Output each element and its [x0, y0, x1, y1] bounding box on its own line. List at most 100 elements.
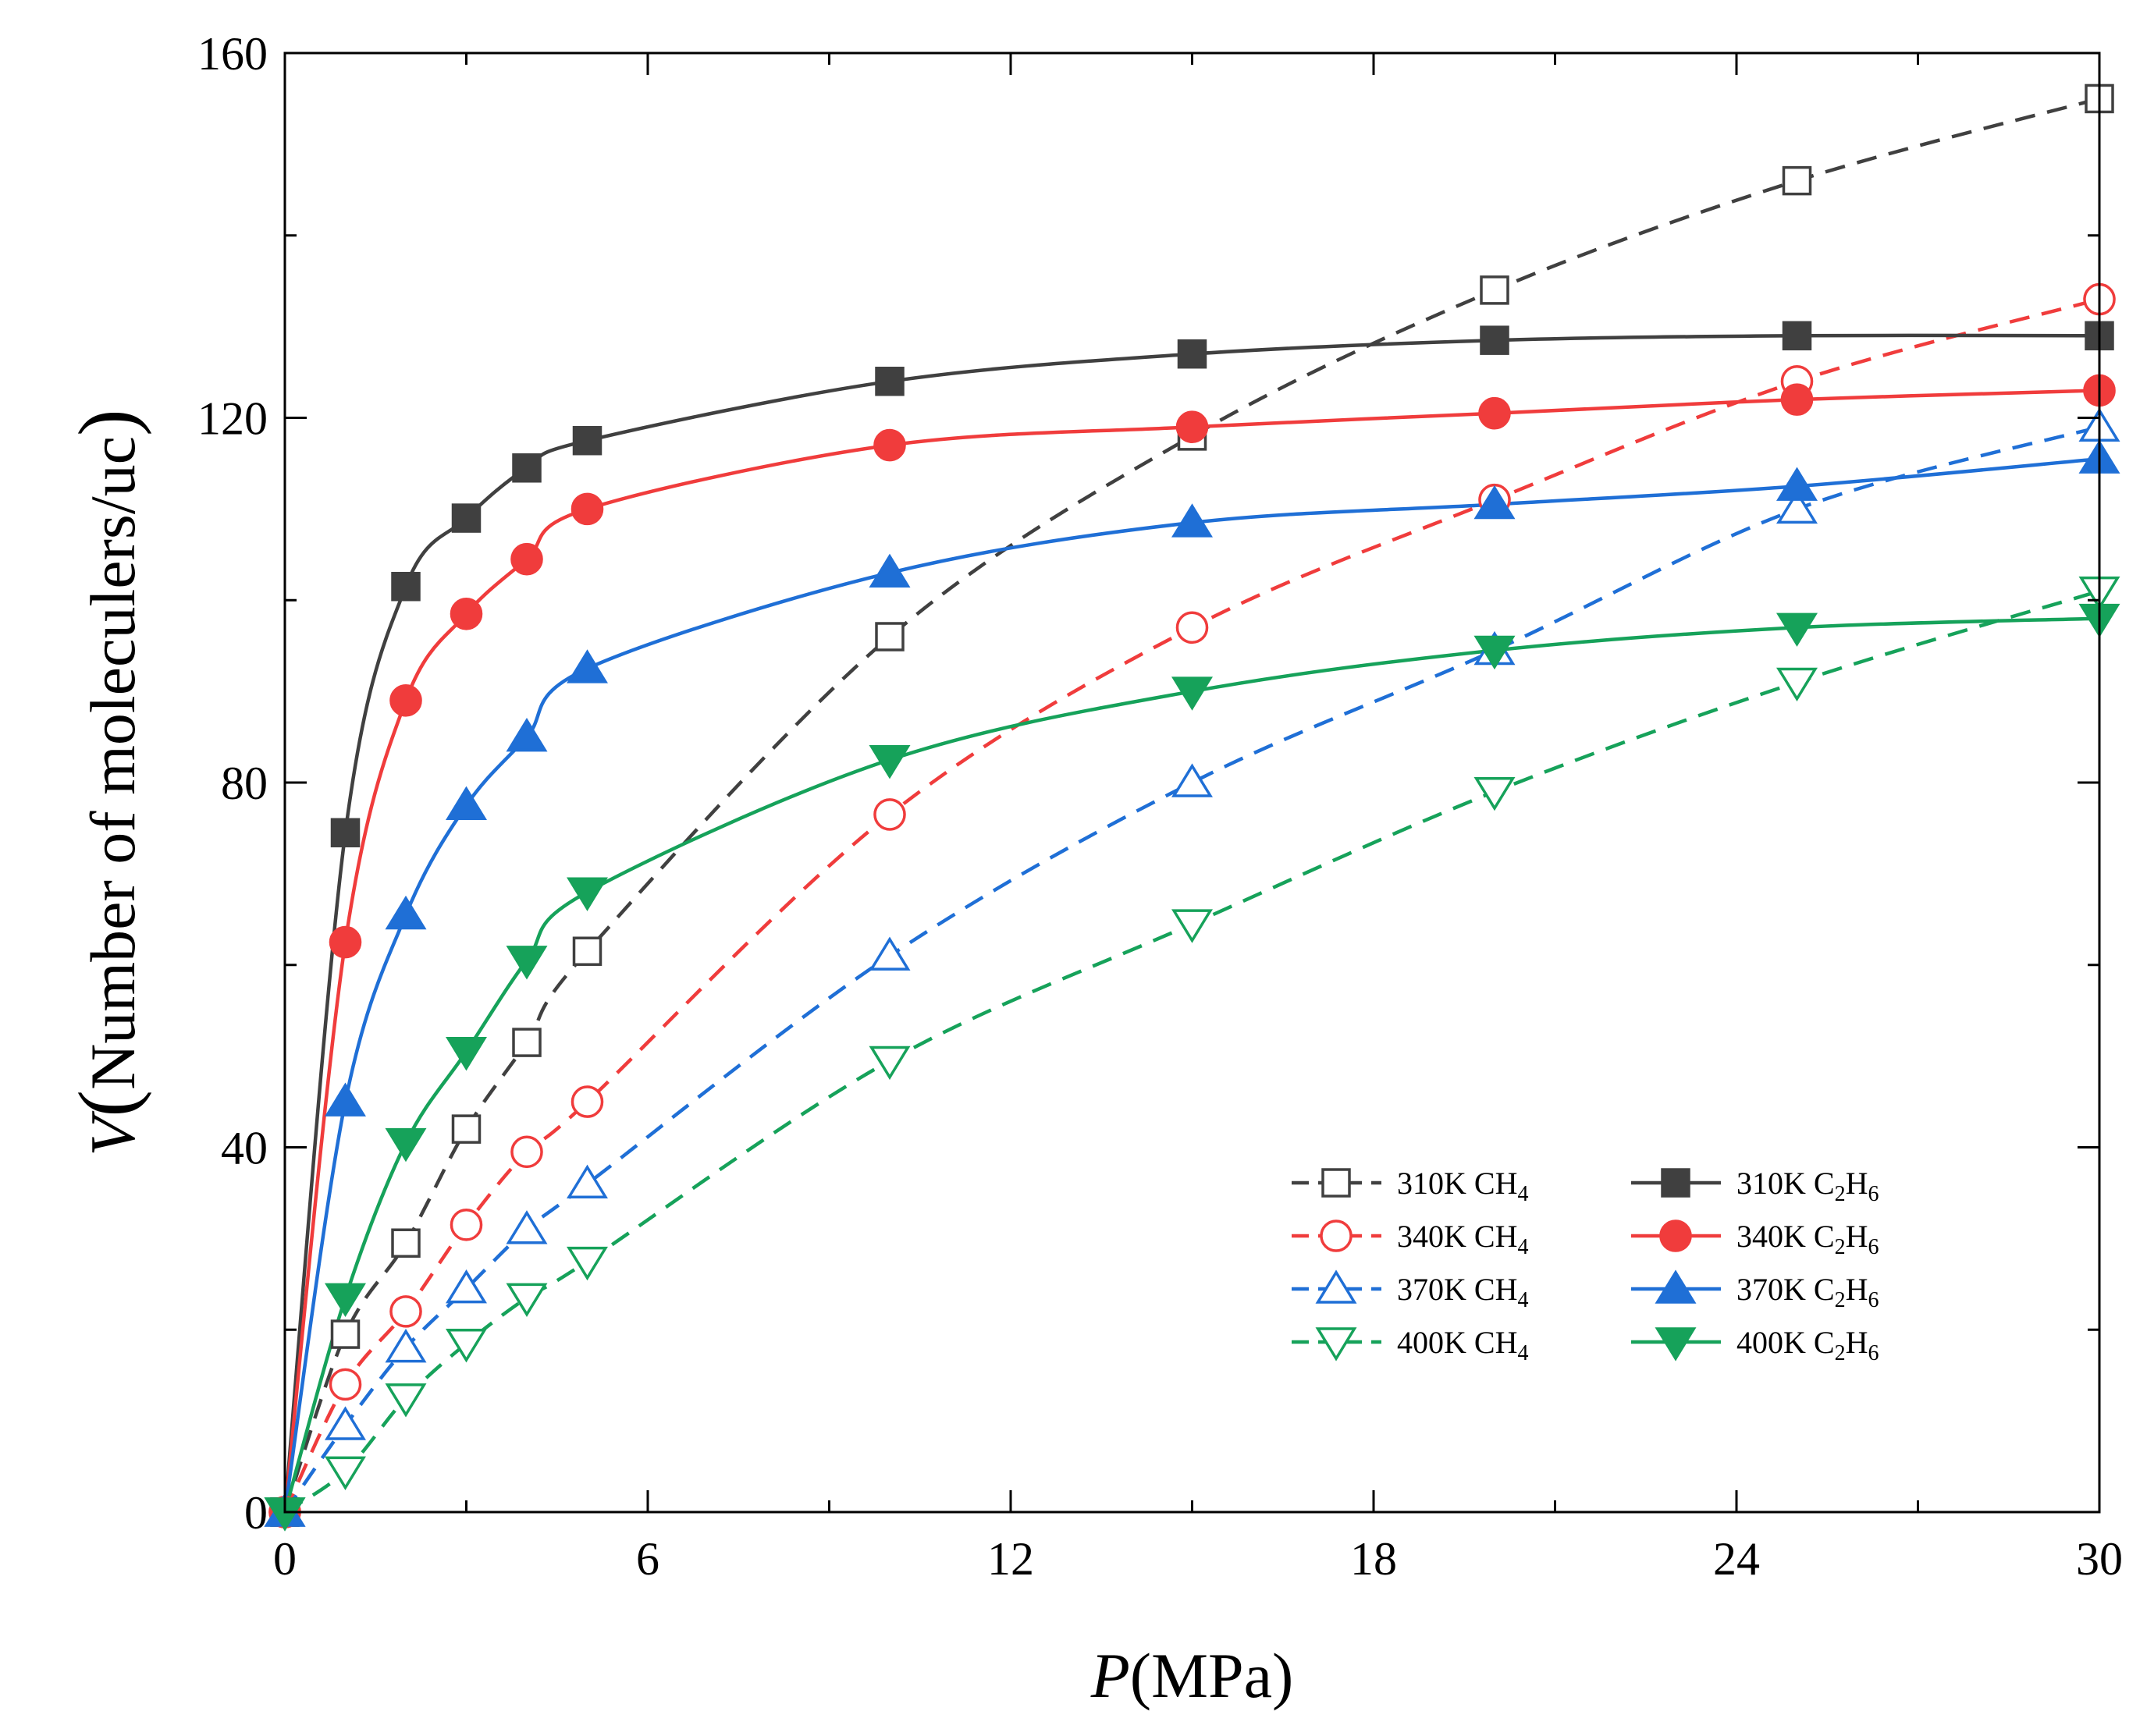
y-tick-label: 80: [221, 758, 268, 809]
data-point-400k-ch4: [506, 1283, 548, 1317]
legend-marker: [1315, 1327, 1357, 1361]
series-markers: [264, 83, 2120, 1532]
legend-item: 400K CH4: [1292, 1325, 1528, 1365]
x-axis-title-var: P: [1090, 1640, 1130, 1711]
data-point-310k-c2h6: [330, 818, 361, 848]
x-axis-title: P(MPa): [1090, 1640, 1294, 1711]
legend-label: 400K CH4: [1397, 1325, 1528, 1365]
data-point-370k-c2h6: [869, 553, 911, 588]
data-point-310k-c2h6: [572, 425, 603, 456]
data-point-310k-ch4: [330, 1319, 361, 1349]
y-tick-label: 0: [244, 1487, 268, 1539]
y-axis-title-open: (: [62, 1090, 152, 1117]
legend-marker: [1655, 1269, 1697, 1304]
legend-marker: [1315, 1269, 1357, 1304]
data-point-400k-c2h6: [506, 946, 548, 980]
data-point-370k-c2h6: [325, 1082, 366, 1117]
y-tick-label: 40: [221, 1123, 268, 1174]
data-point-340k-c2h6: [873, 428, 906, 462]
legend-marker: [1655, 1327, 1697, 1361]
legend-marker: [1661, 1168, 1690, 1198]
data-point-400k-c2h6: [385, 1127, 427, 1163]
data-point-310k-ch4: [451, 1114, 482, 1144]
legend-label: 370K CH4: [1397, 1272, 1528, 1312]
y-axis-title-var: V: [77, 1111, 148, 1156]
data-point-340k-ch4: [389, 1295, 422, 1328]
axis-tick-labels: 0 6 12 18 24 30 0 40 80 120 160: [197, 28, 2123, 1585]
y-axis-title-close: ): [62, 409, 152, 436]
x-tick-label: 0: [273, 1533, 297, 1585]
data-point-400k-c2h6: [567, 877, 608, 911]
data-point-340k-ch4: [510, 1135, 543, 1169]
data-point-310k-c2h6: [391, 571, 421, 602]
data-point-370k-ch4: [506, 1210, 548, 1244]
x-axis-title-unit: (MPa): [1130, 1640, 1294, 1711]
y-axis-title-text: Number of moleculers/uc: [77, 436, 148, 1090]
series-line-400k-c2h6: [283, 616, 2100, 1513]
legend-item: 340K C2H6: [1631, 1219, 1879, 1259]
x-tick-label: 24: [1713, 1533, 1760, 1585]
x-tick-label: 12: [987, 1533, 1034, 1585]
data-point-310k-ch4: [875, 622, 905, 651]
data-point-370k-ch4: [1776, 489, 1818, 524]
data-point-340k-c2h6: [571, 492, 604, 526]
legend-item: 340K CH4: [1292, 1219, 1528, 1259]
data-point-400k-c2h6: [325, 1283, 366, 1317]
series-line-400k-ch4: [283, 589, 2100, 1514]
data-point-340k-c2h6: [510, 542, 543, 576]
data-point-400k-ch4: [567, 1246, 608, 1281]
data-point-340k-ch4: [873, 798, 906, 831]
legend-item: 370K CH4: [1292, 1269, 1528, 1312]
data-point-310k-c2h6: [451, 503, 482, 533]
data-point-370k-ch4: [385, 1329, 427, 1363]
legend-marker: [1659, 1219, 1692, 1252]
data-point-310k-c2h6: [1782, 321, 1812, 351]
legend-item: 310K CH4: [1292, 1166, 1528, 1206]
legend-label: 400K C2H6: [1736, 1325, 1879, 1365]
legend: 310K CH4 340K CH4 370K CH4 400K CH4 310K C2H…: [1292, 1166, 1879, 1365]
data-point-370k-ch4: [325, 1406, 366, 1440]
data-point-400k-ch4: [1473, 776, 1516, 811]
legend-label: 340K C2H6: [1736, 1219, 1879, 1259]
data-point-310k-ch4: [572, 936, 603, 966]
legend-item: 370K C2H6: [1631, 1269, 1879, 1312]
data-point-370k-c2h6: [385, 895, 427, 930]
data-point-370k-ch4: [1171, 763, 1213, 797]
series-line-310k-c2h6: [283, 333, 2100, 1513]
data-point-400k-c2h6: [1473, 635, 1516, 670]
data-point-370k-c2h6: [1171, 503, 1213, 538]
x-tick-label: 30: [2076, 1533, 2123, 1585]
data-point-340k-c2h6: [1175, 410, 1209, 443]
axis-ticks: [283, 51, 2101, 1514]
data-point-400k-ch4: [325, 1456, 366, 1491]
data-point-340k-c2h6: [1780, 383, 1814, 416]
data-point-400k-ch4: [385, 1383, 427, 1418]
data-point-370k-ch4: [869, 936, 911, 971]
data-point-400k-ch4: [869, 1046, 911, 1081]
data-point-340k-ch4: [1175, 611, 1209, 644]
data-point-310k-c2h6: [512, 453, 542, 483]
data-point-340k-ch4: [329, 1368, 362, 1401]
data-point-340k-c2h6: [450, 597, 483, 630]
data-point-310k-c2h6: [1480, 325, 1509, 355]
data-point-400k-ch4: [1171, 909, 1213, 943]
data-point-310k-ch4: [391, 1228, 421, 1258]
data-point-400k-c2h6: [1776, 612, 1818, 647]
legend-marker: [1320, 1219, 1353, 1252]
data-point-310k-c2h6: [875, 367, 905, 396]
data-point-370k-ch4: [567, 1164, 608, 1198]
y-axis-title: V(Number of moleculers/uc): [62, 409, 152, 1156]
legend-label: 370K C2H6: [1736, 1272, 1879, 1312]
data-point-370k-c2h6: [1473, 485, 1516, 520]
y-tick-label: 120: [197, 393, 268, 445]
data-point-400k-c2h6: [869, 745, 911, 779]
series-line-340k-c2h6: [283, 389, 2100, 1513]
data-point-400k-ch4: [446, 1329, 487, 1363]
legend-label: 310K CH4: [1397, 1166, 1528, 1206]
legend-marker: [1321, 1168, 1351, 1198]
data-point-340k-c2h6: [1478, 396, 1511, 430]
data-point-370k-c2h6: [506, 717, 548, 752]
data-point-370k-c2h6: [1776, 467, 1818, 501]
y-tick-label: 160: [197, 28, 268, 80]
